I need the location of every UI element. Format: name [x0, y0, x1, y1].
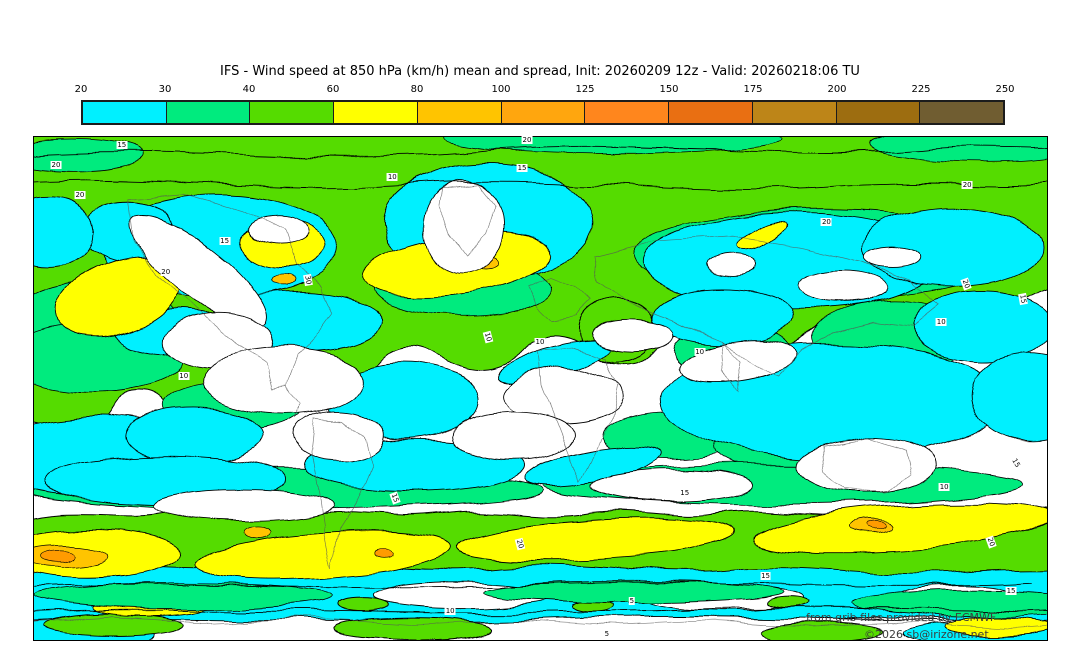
- colorbar-tick-label: 100: [491, 84, 511, 95]
- colorbar-tick-label: 225: [911, 84, 931, 95]
- colorbar-tick-labels: 20 30 40 60 80 100 125 150 175 200 225 250: [75, 84, 1015, 98]
- colorbar-segment: [83, 102, 166, 123]
- colorbar-segment: [500, 102, 585, 123]
- world-wind-map: 15 20 20 15 20 30 10 15 20 10 10 20 20 20 15 10 10 15 10 15…: [33, 135, 1048, 641]
- colorbar-segment: [835, 102, 920, 123]
- colorbar-tick-label: 125: [575, 84, 595, 95]
- colorbar-tick-label: 30: [158, 84, 172, 95]
- colorbar-tick-label: 40: [242, 84, 256, 95]
- colorbar-tick-label: 150: [659, 84, 679, 95]
- colorbar-tick-label: 175: [743, 84, 763, 95]
- colorbar: [81, 100, 1005, 125]
- colorbar-segment: [751, 102, 836, 123]
- colorbar-tick-label: 200: [827, 84, 847, 95]
- chart-title: IFS - Wind speed at 850 hPa (km/h) mean …: [220, 64, 860, 79]
- colorbar-tick-label: 250: [995, 84, 1015, 95]
- wind-speed-blobs: [34, 137, 1047, 640]
- coastlines: [34, 184, 1047, 629]
- attribution-ecmwf: from grib files provided by ECMWF: [806, 611, 997, 624]
- colorbar-segment: [249, 102, 334, 123]
- colorbar-tick-label: 60: [326, 84, 340, 95]
- wind-speed-map-canvas: [34, 137, 1047, 640]
- colorbar-segment: [919, 102, 1004, 123]
- colorbar-segment: [165, 102, 250, 123]
- colorbar-segment: [584, 102, 669, 123]
- colorbar-segment: [416, 102, 501, 123]
- colorbar-segment: [333, 102, 417, 123]
- colorbar-tick-label: 20: [74, 84, 88, 95]
- colorbar-tick-label: 80: [410, 84, 424, 95]
- colorbar-segment: [668, 102, 752, 123]
- attribution-copyright: ©2026 sb@irizone.net: [864, 628, 989, 641]
